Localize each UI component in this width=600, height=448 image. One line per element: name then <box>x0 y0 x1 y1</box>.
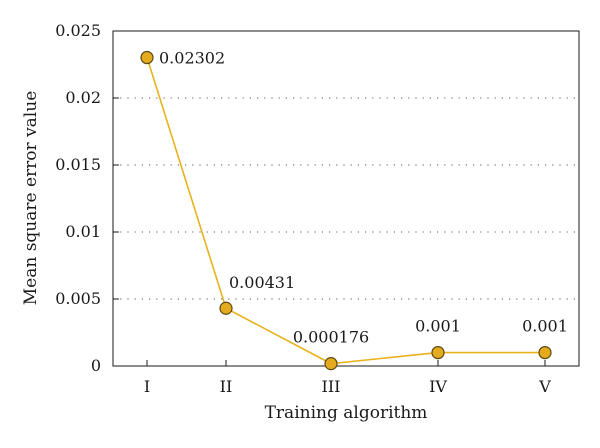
data-labels: 0.02302 0.00431 0.000176 0.001 0.001 <box>159 49 568 347</box>
data-point <box>219 301 233 315</box>
data-label: 0.001 <box>415 317 461 336</box>
data-point <box>538 346 552 360</box>
x-tick-label: IV <box>429 377 447 396</box>
y-tick-label: 0.015 <box>55 155 101 174</box>
y-tick-label: 0.005 <box>55 289 101 308</box>
data-label: 0.001 <box>522 317 568 336</box>
x-tick-label: II <box>220 377 233 396</box>
data-label: 0.000176 <box>293 328 369 347</box>
data-point <box>324 357 338 371</box>
x-axis-ticks: I II III IV V <box>144 360 551 396</box>
y-tick-label: 0 <box>91 356 101 375</box>
y-axis-ticks: 0 0.005 0.01 0.015 0.02 0.025 <box>55 21 119 375</box>
x-tick-label: V <box>538 377 551 396</box>
x-tick-label: I <box>144 377 150 396</box>
x-tick-label: III <box>322 377 341 396</box>
y-tick-label: 0.02 <box>65 88 101 107</box>
data-point <box>140 50 154 65</box>
gridlines <box>113 97 579 300</box>
data-label: 0.02302 <box>159 49 225 68</box>
data-label: 0.00431 <box>229 273 295 292</box>
series-line <box>146 57 545 365</box>
y-axis-title: Mean square error value <box>21 91 41 306</box>
y-tick-label: 0.01 <box>65 222 101 241</box>
plot-frame <box>112 30 580 367</box>
y-tick-label: 0.025 <box>55 21 101 40</box>
series <box>140 50 552 371</box>
x-axis-title: Training algorithm <box>265 403 428 423</box>
data-point <box>431 346 445 360</box>
